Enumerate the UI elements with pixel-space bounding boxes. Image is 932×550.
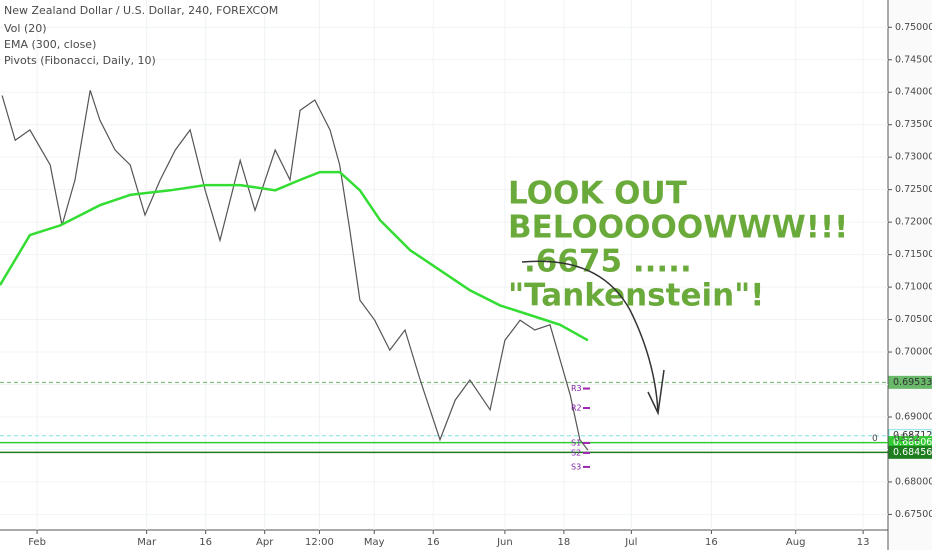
x-tick-label: 12:00 bbox=[305, 537, 334, 548]
level-label: 0.68456 bbox=[893, 447, 932, 458]
x-tick-label: 16 bbox=[199, 537, 212, 548]
y-tick-label: 0.70500 bbox=[895, 314, 932, 325]
y-tick-label: 0.71500 bbox=[895, 249, 932, 260]
annotation: BELOOOOOWWW!!! bbox=[508, 210, 848, 246]
level-label: 0.69533 bbox=[893, 377, 932, 388]
indicator: Vol (20) bbox=[4, 22, 47, 35]
level-label: 0.68606 bbox=[893, 437, 932, 448]
countdown: 0 bbox=[872, 434, 878, 444]
level-label: 0.68712 bbox=[893, 430, 932, 441]
indicator: EMA (300, close) bbox=[4, 38, 96, 51]
price-axis bbox=[888, 0, 932, 550]
x-tick-label: Feb bbox=[28, 537, 46, 548]
y-tick-label: 0.74500 bbox=[895, 54, 932, 65]
y-tick-label: 0.75000 bbox=[895, 22, 932, 33]
marks bbox=[0, 90, 888, 468]
x-tick-label: Mar bbox=[137, 537, 157, 548]
pivot-label: S3 bbox=[571, 462, 581, 471]
x-tick-label: Apr bbox=[256, 537, 274, 548]
chart-title: New Zealand Dollar / U.S. Dollar, 240, F… bbox=[4, 4, 278, 17]
y-tick-label: 0.68000 bbox=[895, 476, 932, 487]
pivot-label: S2 bbox=[571, 448, 581, 457]
x-tick-label: May bbox=[364, 537, 385, 548]
y-tick-label: 0.72500 bbox=[895, 184, 932, 195]
x-tick-label: 18 bbox=[558, 537, 571, 548]
x-tick-label: Jul bbox=[624, 537, 637, 548]
level-tag bbox=[888, 375, 932, 389]
y-tick-label: 0.67500 bbox=[895, 509, 932, 520]
x-tick-label: Jun bbox=[496, 537, 513, 548]
ema-line bbox=[0, 170, 589, 342]
annotation: "Tankenstein"! bbox=[508, 278, 764, 314]
y-tick-label: 0.73000 bbox=[895, 152, 932, 163]
y-tick-label: 0.74000 bbox=[895, 87, 932, 98]
y-tick-label: 0.69000 bbox=[895, 411, 932, 422]
pivot-label: R2 bbox=[571, 404, 582, 413]
x-tick-label: 16 bbox=[427, 537, 440, 548]
pivot-label: S1 bbox=[571, 438, 581, 447]
pivot-label: R3 bbox=[571, 384, 582, 393]
grid bbox=[0, 0, 888, 530]
x-tick-label: Aug bbox=[786, 537, 806, 548]
y-tick-label: 0.71000 bbox=[895, 282, 932, 293]
x-tick-label: 13 bbox=[857, 537, 870, 548]
indicator: Pivots (Fibonacci, Daily, 10) bbox=[4, 54, 156, 67]
annotation: LOOK OUT bbox=[508, 176, 687, 212]
level-tag bbox=[888, 445, 932, 459]
y-tick-label: 0.70000 bbox=[895, 347, 932, 358]
y-tick-label: 0.72000 bbox=[895, 217, 932, 228]
arrow bbox=[521, 260, 659, 413]
arrow-head bbox=[647, 369, 665, 416]
countdown: 03:52 bbox=[894, 434, 920, 444]
y-tick-label: 0.73500 bbox=[895, 119, 932, 130]
x-tick-label: 16 bbox=[705, 537, 718, 548]
price-line bbox=[1, 90, 589, 451]
